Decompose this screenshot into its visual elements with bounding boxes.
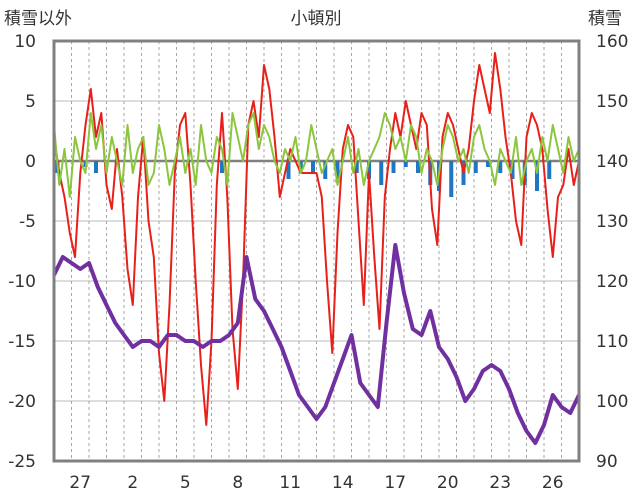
y-right-tick-label: 150	[596, 92, 628, 112]
bar	[379, 161, 384, 185]
y-right-tick-label: 140	[596, 152, 628, 172]
chart-title: 小頓別	[291, 9, 342, 29]
y-left-tick-label: -25	[8, 452, 36, 472]
x-tick-label: 2	[127, 473, 138, 493]
bar	[286, 161, 291, 179]
line-series	[52, 52, 581, 445]
bar	[367, 161, 371, 179]
x-tick-label: 27	[69, 473, 91, 493]
bar	[335, 161, 340, 183]
y-left-tick-label: 0	[25, 152, 36, 172]
bar	[535, 161, 539, 191]
x-tick-label: 5	[180, 473, 191, 493]
bar	[510, 161, 515, 179]
x-tick-label: 20	[437, 473, 459, 493]
x-tick-label: 14	[332, 473, 354, 493]
y-left-tick-label: 10	[14, 32, 36, 52]
y-right-tick-label: 130	[596, 212, 628, 232]
y-right-tick-label: 90	[596, 452, 618, 472]
bar	[94, 161, 98, 173]
bar	[498, 161, 503, 173]
y-left-tick-label: -5	[19, 212, 36, 232]
y-axis-right-ticks: 160 150 140 130 120 110 100 90	[596, 32, 628, 472]
x-tick-label: 11	[279, 473, 301, 493]
y-left-tick-label: -15	[8, 332, 36, 352]
bar	[354, 161, 359, 173]
series-line-2	[53, 112, 580, 198]
y-axis-right-label: 積雪	[588, 9, 622, 29]
x-axis-ticks: 27 2 5 8 11 14 17 20 23 26	[69, 473, 563, 493]
bar	[547, 161, 552, 179]
series-line-1	[53, 52, 580, 426]
bar	[323, 161, 328, 179]
y-left-tick-label: -20	[8, 392, 36, 412]
x-tick-label: 23	[489, 473, 511, 493]
x-tick-label: 8	[232, 473, 243, 493]
bar	[473, 161, 478, 173]
bar	[416, 161, 420, 173]
x-tick-label: 26	[542, 473, 564, 493]
bar	[403, 161, 408, 167]
y-right-tick-label: 100	[596, 392, 628, 412]
grid	[54, 40, 579, 462]
y-right-tick-label: 120	[596, 272, 628, 292]
y-left-tick-label: -10	[8, 272, 36, 292]
y-left-tick-label: 5	[25, 92, 36, 112]
y-right-tick-label: 110	[596, 332, 628, 352]
y-right-tick-label: 160	[596, 32, 628, 52]
bar	[449, 161, 454, 197]
y-axis-left-ticks: 10 5 0 -5 -10 -15 -20 -25	[8, 32, 36, 472]
y-axis-left-label: 積雪以外	[4, 9, 72, 29]
bar	[486, 161, 490, 167]
x-tick-label: 17	[384, 473, 406, 493]
bar	[311, 161, 315, 173]
bar	[391, 161, 396, 173]
bar	[220, 161, 224, 173]
plot-frame	[52, 39, 581, 463]
series-line-3	[52, 243, 581, 445]
